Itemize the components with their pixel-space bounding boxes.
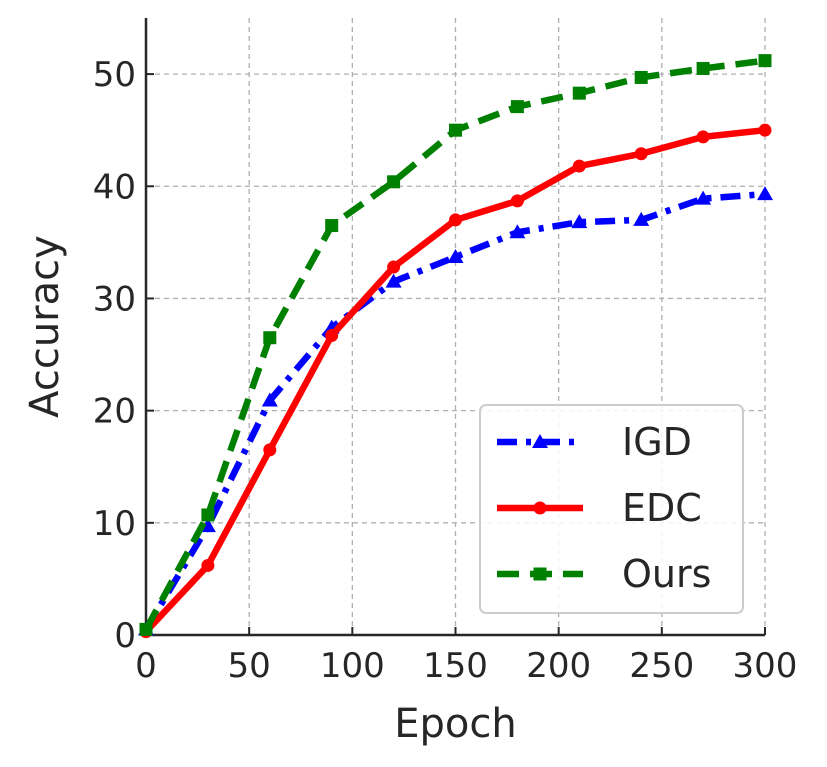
data-point-ours xyxy=(201,508,215,522)
data-point-edc xyxy=(387,260,401,274)
y-tick-label: 30 xyxy=(93,279,136,319)
data-point-edc xyxy=(510,194,524,208)
x-axis-title: Epoch xyxy=(394,701,516,747)
data-point-igd xyxy=(261,392,278,407)
data-point-igd xyxy=(633,211,650,226)
legend-marker-ours xyxy=(533,567,547,581)
data-point-ours xyxy=(572,86,586,100)
legend-entry-edc: EDC xyxy=(497,486,702,530)
data-point-igd xyxy=(571,214,588,229)
x-tick-label: 250 xyxy=(629,646,694,686)
y-axis-title: Accuracy xyxy=(22,235,68,418)
data-point-ours xyxy=(139,622,153,636)
data-point-ours xyxy=(510,100,524,114)
legend-label-igd: IGD xyxy=(622,420,692,464)
legend-entry-igd: IGD xyxy=(497,420,692,464)
data-point-edc xyxy=(634,147,648,161)
legend-entry-ours: Ours xyxy=(497,552,711,596)
x-tick-label: 150 xyxy=(423,646,488,686)
data-point-ours xyxy=(449,123,462,137)
legend-label-edc: EDC xyxy=(622,486,702,530)
series-ours xyxy=(139,54,772,636)
data-point-igd xyxy=(385,273,402,288)
legend: IGD EDC Ours xyxy=(479,404,744,614)
y-tick-label: 20 xyxy=(93,392,136,432)
legend-marker-igd xyxy=(532,434,548,448)
data-point-igd xyxy=(757,186,773,201)
x-tick-label: 0 xyxy=(135,646,157,686)
y-tick-label: 50 xyxy=(93,55,136,95)
x-tick-label: 100 xyxy=(320,646,385,686)
data-point-igd xyxy=(447,248,464,263)
tick-labels: 0 50 100 150 200 250 300 0 10 20 30 40 50 xyxy=(93,55,798,686)
data-point-ours xyxy=(263,331,277,345)
legend-box xyxy=(479,404,744,614)
data-point-ours xyxy=(387,175,401,189)
data-point-edc xyxy=(572,159,586,173)
legend-label-ours: Ours xyxy=(622,552,711,596)
data-point-ours xyxy=(634,70,648,84)
data-point-ours xyxy=(758,54,772,68)
data-point-edc xyxy=(449,213,462,227)
x-tick-label: 300 xyxy=(733,646,798,686)
data-point-igd xyxy=(695,190,712,205)
data-point-ours xyxy=(696,61,710,75)
x-tick-label: 200 xyxy=(526,646,591,686)
y-tick-label: 40 xyxy=(93,167,136,207)
data-point-edc xyxy=(325,328,339,342)
data-point-ours xyxy=(325,219,339,233)
data-point-igd xyxy=(509,224,526,239)
data-point-edc xyxy=(263,443,277,457)
y-tick-label: 0 xyxy=(114,616,136,656)
data-point-edc xyxy=(758,123,772,137)
data-point-edc xyxy=(201,558,215,572)
series-layer xyxy=(138,54,773,639)
grid xyxy=(146,18,766,635)
legend-marker-edc xyxy=(533,501,547,515)
data-point-edc xyxy=(696,130,710,144)
x-tick-label: 50 xyxy=(228,646,271,686)
y-tick-label: 10 xyxy=(93,504,136,544)
